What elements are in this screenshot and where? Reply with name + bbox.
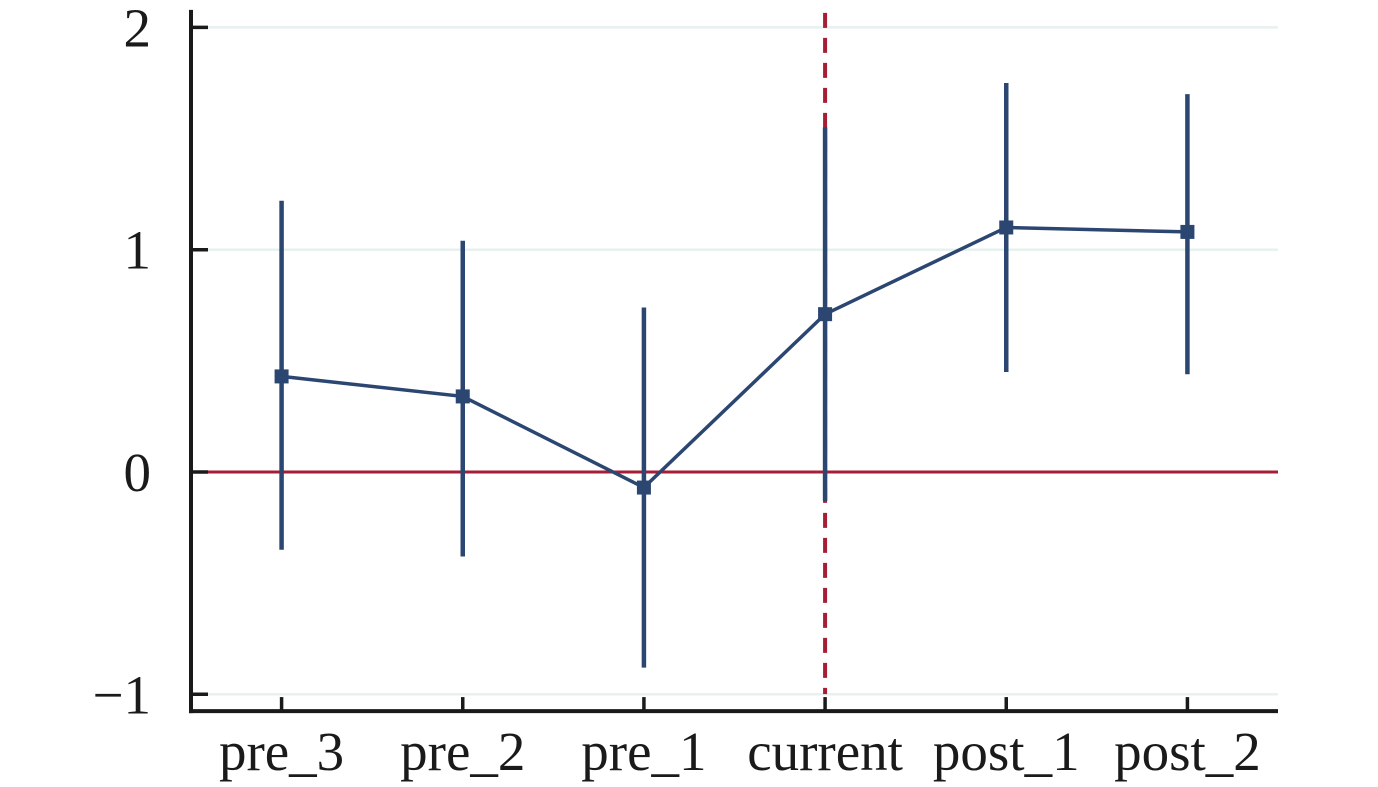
series-layer [274, 82, 1195, 668]
gridlines-layer [191, 26, 1278, 696]
axes-layer [189, 9, 1278, 714]
coefficient-marker [274, 369, 289, 384]
coefficient-marker [1180, 224, 1195, 239]
x-tick-label: current [747, 721, 903, 782]
tick-labels-layer: 2 1 0 −1 pre_3 pre_2 pre_1 current post_1 post_2 [92, 0, 1260, 782]
coefficient-marker [455, 389, 470, 404]
coefficient-marker [999, 220, 1014, 235]
x-tick-label: post_2 [1114, 721, 1261, 782]
y-tick-label: 0 [124, 442, 152, 503]
x-tick-label: pre_1 [581, 721, 706, 782]
y-tick-label: 1 [124, 220, 152, 281]
y-tick-label: 2 [124, 0, 152, 58]
reference-lines-layer [191, 12, 1278, 695]
coefficient-marker [818, 307, 833, 322]
coefficient-marker [636, 480, 651, 495]
coefficient-connector-line [281, 225, 1188, 490]
x-tick-label: post_1 [933, 721, 1080, 782]
x-tick-label: pre_3 [219, 721, 344, 782]
x-tick-label: pre_2 [400, 721, 525, 782]
y-tick-label: −1 [92, 664, 151, 725]
